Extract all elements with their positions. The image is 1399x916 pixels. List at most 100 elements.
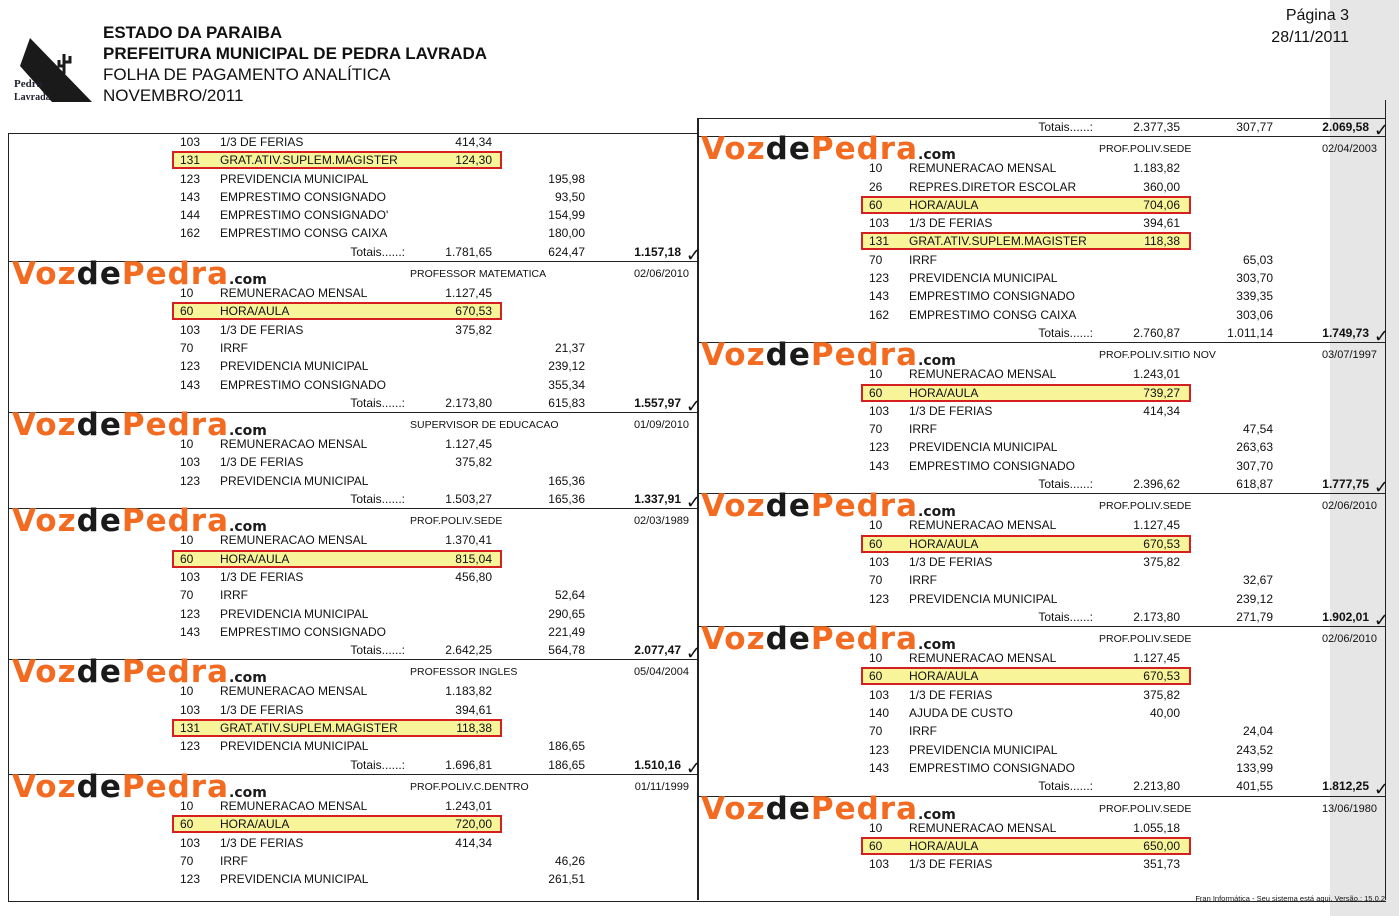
earnings-value: 118,38	[1144, 234, 1180, 249]
watermark-de: de	[765, 621, 811, 658]
total-earnings: 2.173,80	[1133, 609, 1180, 624]
watermark-com: .com	[229, 423, 267, 440]
employee-header: VozdePedra.com PROF.POLIV.SEDE 02/06/2010	[697, 621, 1385, 657]
deduction-value: 239,12	[548, 359, 585, 374]
line-description: 1/3 DE FERIAS	[220, 569, 304, 584]
payroll-line: 70 IRRF 52,64	[8, 586, 697, 604]
line-description: IRRF	[220, 588, 248, 603]
line-description: 1/3 DE FERIAS	[220, 835, 304, 850]
earnings-value: 815,04	[455, 551, 492, 566]
line-description: AJUDA DE CUSTO	[909, 706, 1013, 721]
line-code: 10	[869, 161, 883, 176]
totals-line: Totais......: 2.642,25 564,78 2.077,47 ✓	[8, 641, 701, 663]
line-code: 103	[180, 135, 201, 149]
earnings-value: 1.055,18	[1133, 820, 1180, 835]
watermark-pedra: Pedra	[121, 256, 230, 293]
check-mark-icon: ✓	[685, 643, 701, 664]
line-code: 10	[180, 533, 194, 548]
net-pay: 1.777,75	[1322, 477, 1369, 492]
earnings-value: 118,38	[456, 721, 492, 736]
line-code: 123	[869, 271, 890, 286]
watermark-pedra: Pedra	[121, 654, 230, 691]
municipality-name: PREFEITURA MUNICIPAL DE PEDRA LAVRADA	[103, 44, 488, 63]
highlight-box	[861, 383, 1191, 402]
admission-date: 05/04/2004	[633, 666, 689, 679]
left-column: 103 1/3 DE FERIAS 414,34 131 GRAT.ATIV.SUPLE…	[8, 133, 701, 888]
totals-label: Totais......:	[350, 244, 405, 259]
line-description: PREVIDENCIA MUNICIPAL	[220, 359, 369, 374]
line-code: 123	[869, 440, 890, 455]
earnings-value: 1.243,01	[445, 798, 492, 813]
total-earnings: 2.377,35	[1133, 120, 1180, 134]
line-description: HORA/AULA	[909, 669, 979, 684]
line-description: EMPRESTIMO CONSIGNADO	[909, 289, 1076, 304]
payroll-line: 103 1/3 DE FERIAS 351,73	[697, 855, 1385, 873]
frame-right-edge	[1385, 100, 1386, 900]
deduction-value: 47,54	[1242, 422, 1273, 437]
line-code: 70	[180, 853, 194, 868]
line-code: 60	[869, 838, 883, 853]
payroll-line: 60 HORA/AULA 670,53	[697, 667, 1385, 686]
line-code: 70	[180, 340, 194, 355]
deduction-value: 24,04	[1242, 724, 1273, 739]
line-description: 1/3 DE FERIAS	[220, 135, 304, 149]
net-pay: 1.902,01	[1322, 609, 1369, 624]
net-pay: 1.749,73	[1322, 325, 1369, 340]
deduction-value: 221,49	[548, 624, 585, 639]
totals-line: Totais......: 2.396,62 618,87 1.777,75 ✓	[697, 475, 1389, 497]
watermark-com: .com	[918, 504, 956, 521]
employee-role: PROF.POLIV.SEDE	[1099, 633, 1192, 646]
vozdepedra-watermark: VozdePedra.com	[12, 256, 267, 292]
payroll-line: 10 REMUNERACAO MENSAL 1.370,41	[8, 531, 697, 549]
line-code: 10	[869, 651, 883, 666]
total-deductions: 186,65	[548, 757, 585, 772]
check-mark-icon: ✓	[1373, 120, 1389, 140]
line-description: PREVIDENCIA MUNICIPAL	[909, 440, 1058, 455]
employee-header: VozdePedra.com PROFESSOR MATEMATICA 02/06/…	[8, 256, 697, 292]
highlight-box	[172, 815, 502, 834]
watermark-voz: Voz	[12, 256, 77, 293]
line-code: 143	[869, 760, 890, 775]
watermark-voz: Voz	[12, 503, 77, 540]
payroll-line: 143 EMPRESTIMO CONSIGNADO 221,49	[8, 623, 697, 641]
page-number: Página 3	[1285, 7, 1349, 24]
payroll-line: 103 1/3 DE FERIAS 414,34	[697, 402, 1385, 420]
line-code: 60	[180, 304, 194, 319]
watermark-pedra: Pedra	[810, 131, 919, 168]
watermark-pedra: Pedra	[121, 768, 230, 805]
total-earnings: 1.696,81	[445, 757, 492, 772]
payroll-line: 70 IRRF 24,04	[697, 722, 1385, 740]
payroll-line: 70 IRRF 32,67	[697, 571, 1385, 589]
totals-label: Totais......:	[350, 492, 405, 507]
employee-header: VozdePedra.com PROF.POLIV.SEDE 13/06/1980	[697, 791, 1385, 827]
admission-date: 01/11/1999	[634, 780, 689, 793]
line-description: REMUNERACAO MENSAL	[220, 684, 368, 699]
watermark-de: de	[765, 488, 811, 525]
employee-role: PROF.POLIV.SEDE	[410, 515, 503, 528]
line-code: 103	[869, 857, 890, 872]
line-description: REMUNERACAO MENSAL	[220, 798, 368, 813]
line-description: REMUNERACAO MENSAL	[220, 437, 368, 452]
deduction-value: 303,70	[1236, 271, 1273, 286]
payroll-line: 123 PREVIDENCIA MUNICIPAL 195,98	[8, 170, 697, 188]
earnings-value: 456,80	[455, 569, 492, 584]
line-description: IRRF	[909, 422, 937, 437]
line-description: EMPRESTIMO CONSIGNADO	[909, 760, 1076, 775]
earnings-value: 1.183,82	[1133, 161, 1180, 176]
watermark-voz: Voz	[701, 621, 766, 658]
payroll-line: 103 1/3 DE FERIAS 375,82	[8, 453, 697, 471]
totals-line: Totais......: 1.503,27 165,36 1.337,91 ✓	[8, 490, 701, 512]
earnings-value: 414,34	[1143, 403, 1180, 418]
payroll-line: 162 EMPRESTIMO CONSG CAIXA 180,00	[8, 224, 697, 242]
line-description: GRAT.ATIV.SUPLEM.MAGISTER	[909, 234, 1087, 249]
deduction-value: 165,36	[548, 473, 585, 488]
watermark-de: de	[76, 407, 122, 444]
payroll-line: 131 GRAT.ATIV.SUPLEM.MAGISTER 118,38	[697, 232, 1385, 251]
payroll-line: 10 REMUNERACAO MENSAL 1.243,01	[697, 365, 1385, 383]
payroll-line: 60 HORA/AULA 704,06	[697, 195, 1385, 214]
crest-icon	[20, 38, 92, 102]
employee-block: VozdePedra.com PROF.POLIV.SITIO NOV 03/07/…	[697, 337, 1389, 497]
line-description: GRAT.ATIV.SUPLEM.MAGISTER	[220, 721, 398, 736]
earnings-value: 414,34	[455, 835, 492, 850]
payroll-line: 123 PREVIDENCIA MUNICIPAL 243,52	[697, 741, 1385, 759]
